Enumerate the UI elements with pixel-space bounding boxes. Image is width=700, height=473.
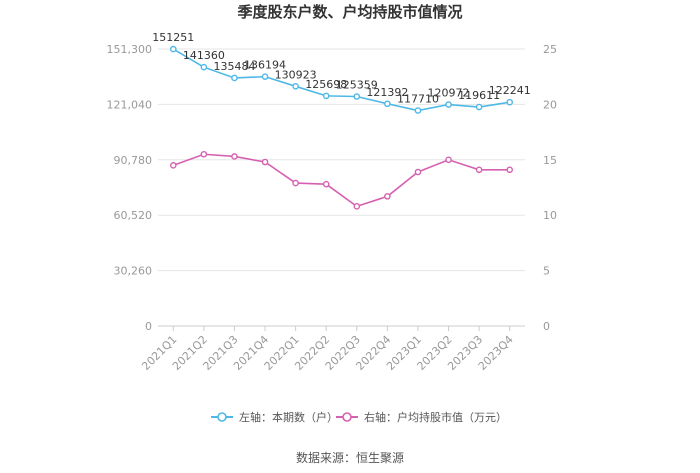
legend-item[interactable]: 右轴：户均持股市值（万元）: [336, 410, 507, 424]
left-series-line: [172, 48, 510, 112]
legend[interactable]: 左轴：本期数（户） 右轴：户均持股市值（万元）: [211, 410, 507, 424]
left-series-point[interactable]: [414, 107, 422, 114]
left-axis: 0 30,260 60,520 90,780 121,040 151,300: [107, 43, 153, 333]
legend-item[interactable]: 左轴：本期数（户）: [211, 410, 338, 424]
left-series-point[interactable]: [475, 103, 483, 111]
data-label: 135484: [213, 60, 255, 73]
right-series-line: [173, 153, 510, 208]
right-series-point[interactable]: [353, 203, 361, 210]
left-series-point[interactable]: [200, 63, 208, 71]
data-label: 117710: [397, 92, 439, 105]
data-label: 136194: [244, 59, 286, 72]
left-axis-tick-label: 121,040: [107, 98, 153, 111]
data-label: 119611: [458, 89, 500, 102]
right-series-point[interactable]: [231, 153, 238, 160]
left-series-point[interactable]: [506, 98, 514, 106]
series-lines: 151251 1413601354841361941309231256981253…: [152, 31, 531, 210]
right-series-point[interactable]: [261, 158, 269, 166]
data-label: 130923: [275, 68, 317, 81]
left-series-point[interactable]: [322, 92, 330, 100]
x-axis: 2021Q12021Q22021Q32021Q42022Q12022Q22022…: [139, 326, 516, 373]
grid-lines: [158, 48, 525, 327]
left-axis-tick-label: 90,780: [114, 154, 153, 167]
right-series-point[interactable]: [169, 162, 177, 169]
right-axis-tick-label: 25: [543, 43, 557, 56]
data-label: 120972: [428, 87, 470, 100]
left-series-point[interactable]: [231, 74, 238, 82]
left-series-point[interactable]: [169, 45, 177, 53]
chart-title: 季度股东户数、户均持股市值情况: [237, 3, 462, 21]
left-series-point[interactable]: [445, 101, 452, 108]
legend-label: 右轴：户均持股市值（万元）: [364, 410, 507, 424]
right-series-point[interactable]: [475, 166, 483, 174]
legend-circle-marker: [342, 412, 352, 422]
right-series-point[interactable]: [292, 179, 299, 187]
right-series-point[interactable]: [445, 156, 452, 164]
left-series-point[interactable]: [384, 100, 391, 108]
left-axis-tick-label: 0: [145, 320, 152, 333]
left-series-point[interactable]: [261, 73, 269, 80]
right-series-point[interactable]: [322, 180, 330, 188]
right-series-point[interactable]: [200, 150, 208, 158]
data-label: 125359: [336, 78, 378, 91]
right-series-point[interactable]: [384, 193, 391, 200]
right-axis-tick-label: 0: [543, 320, 550, 333]
data-label: 151251: [152, 31, 194, 44]
right-axis-tick-label: 5: [543, 265, 550, 278]
right-axis-tick-label: 15: [543, 154, 557, 167]
right-series-point[interactable]: [506, 166, 514, 174]
data-label: 122241: [489, 84, 531, 97]
data-label: 121392: [366, 86, 408, 99]
data-source: 数据来源：恒生聚源: [296, 450, 404, 465]
right-axis-tick-label: 20: [543, 98, 557, 111]
left-series-point[interactable]: [353, 93, 361, 100]
left-axis-tick-label: 30,260: [114, 265, 153, 278]
data-label: 125698: [305, 78, 347, 91]
left-series-point[interactable]: [292, 83, 299, 90]
right-series-point[interactable]: [414, 168, 422, 176]
data-label: 141360: [183, 49, 225, 62]
right-axis: 0 5 10 15 20 25: [543, 43, 557, 333]
left-axis-tick-label: 151,300: [107, 43, 153, 56]
legend-circle-marker: [217, 412, 227, 422]
legend-label: 左轴：本期数（户）: [239, 410, 338, 424]
left-axis-tick-label: 60,520: [114, 209, 153, 222]
right-axis-tick-label: 10: [543, 209, 557, 222]
